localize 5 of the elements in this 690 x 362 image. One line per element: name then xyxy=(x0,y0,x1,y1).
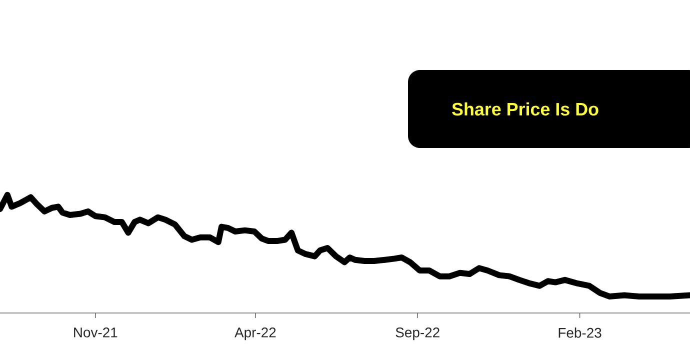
x-tick-label: Nov-21 xyxy=(74,328,118,338)
chart-title: Share Price Is Do xyxy=(452,102,598,116)
x-tick-label: Feb-23 xyxy=(558,328,602,338)
x-tick-label: Sep-22 xyxy=(396,328,440,340)
x-tick-label: Apr-22 xyxy=(234,328,276,340)
